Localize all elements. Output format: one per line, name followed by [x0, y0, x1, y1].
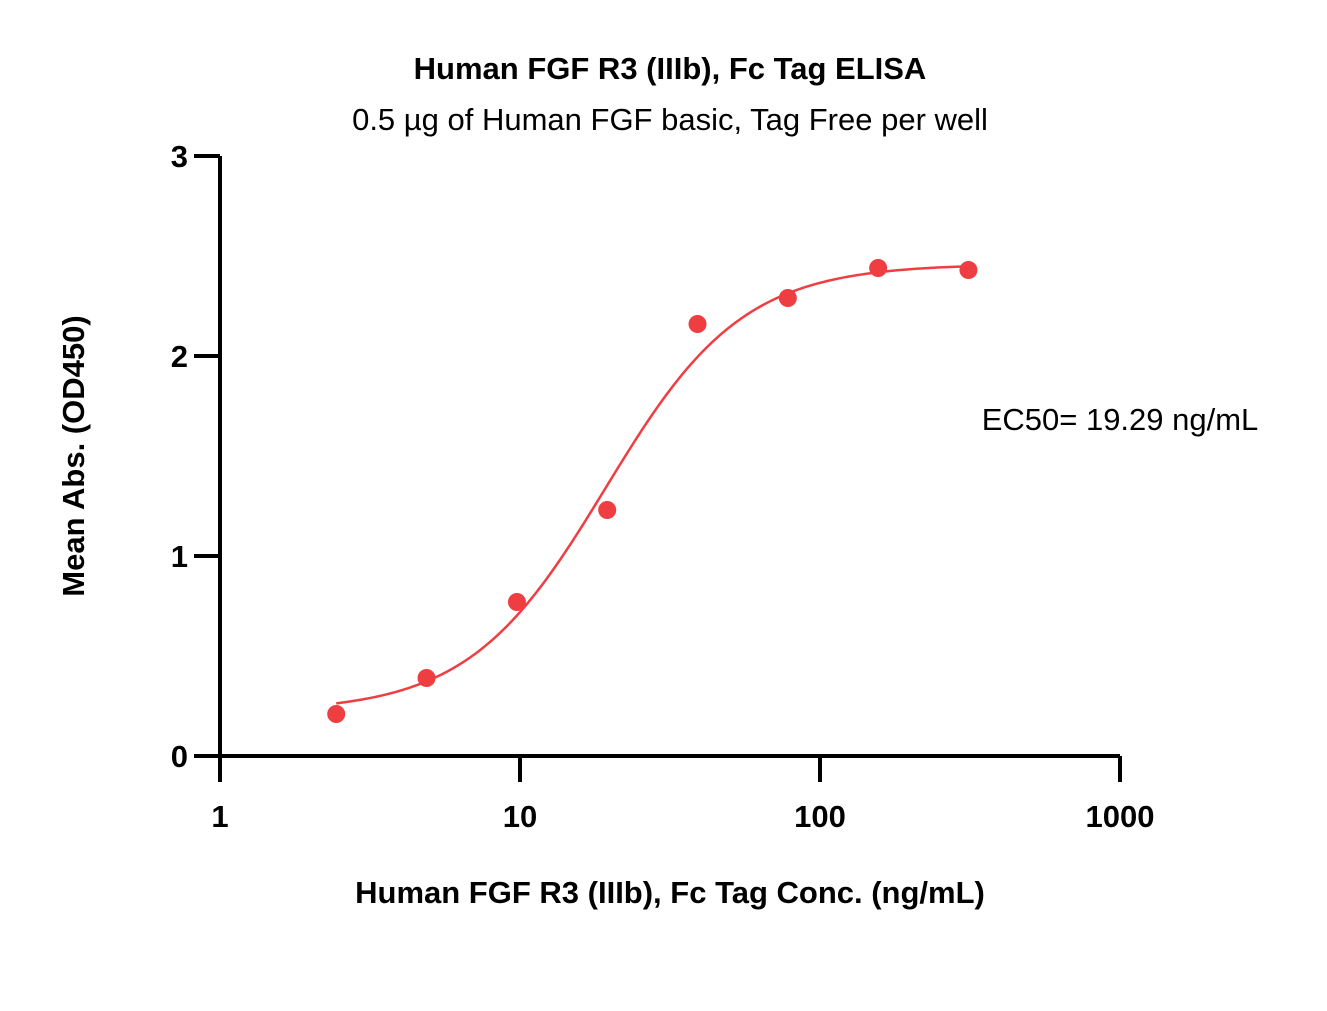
x-tick-label: 100 — [794, 799, 846, 834]
y-axis-title: Mean Abs. (OD450) — [56, 315, 91, 596]
data-point — [869, 259, 888, 277]
x-tick-label: 1 — [211, 799, 228, 834]
data-point — [959, 261, 978, 279]
data-point — [417, 669, 436, 687]
y-tick-label: 1 — [171, 539, 188, 574]
fit-curve — [336, 264, 969, 705]
y-tick-label: 0 — [171, 739, 188, 774]
data-point — [598, 501, 617, 519]
data-point — [688, 315, 707, 333]
ec50-annotation: EC50= 19.29 ng/mL — [982, 402, 1259, 437]
x-tick-label: 10 — [503, 799, 537, 834]
chart-subtitle: 0.5 µg of Human FGF basic, Tag Free per … — [352, 102, 988, 137]
chart-title: Human FGF R3 (IIIb), Fc Tag ELISA — [414, 51, 927, 86]
y-tick-label: 3 — [171, 139, 188, 174]
x-tick-label: 1000 — [1086, 799, 1155, 834]
x-axis-title: Human FGF R3 (IIIb), Fc Tag Conc. (ng/mL… — [355, 875, 985, 910]
data-point — [327, 705, 346, 723]
y-tick-label: 2 — [171, 339, 188, 374]
data-point — [507, 593, 526, 611]
data-point — [778, 289, 797, 307]
